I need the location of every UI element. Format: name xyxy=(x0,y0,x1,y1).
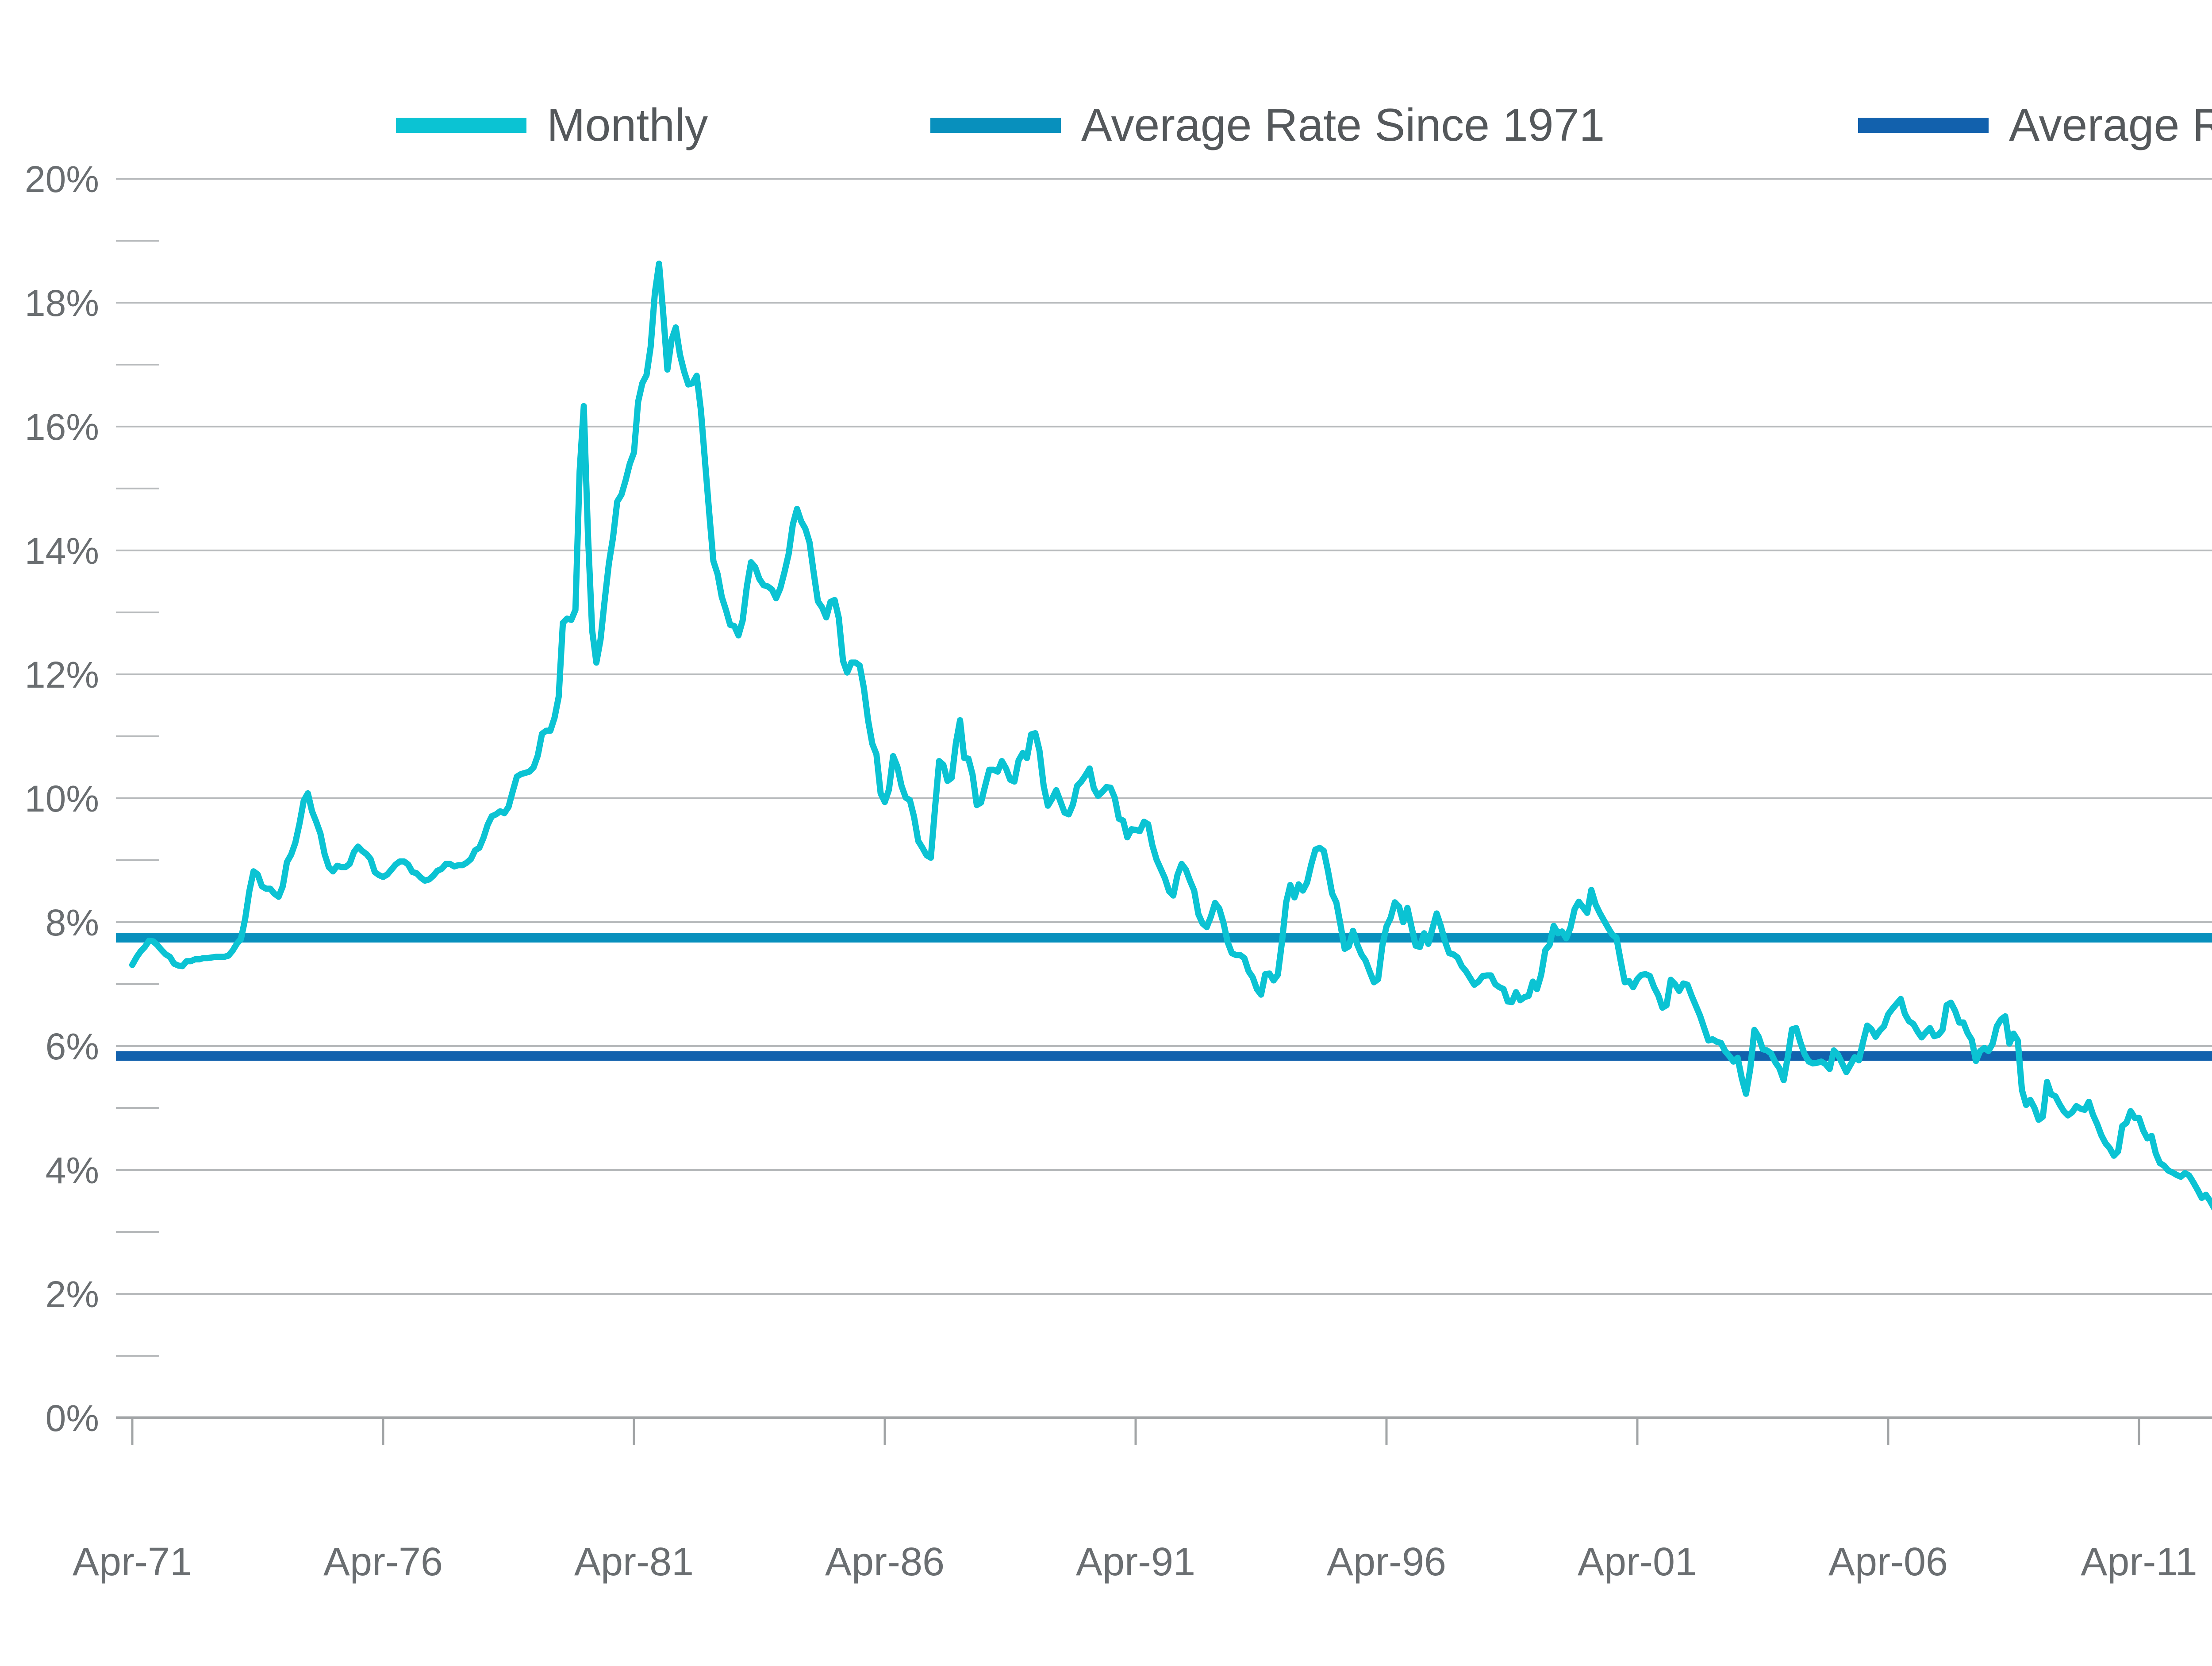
x-tick-label: Apr-06 xyxy=(1828,1540,1948,1584)
y-tick-label: 14% xyxy=(25,530,99,572)
y-tick-label: 8% xyxy=(46,902,99,943)
legend-item-monthly: Monthly xyxy=(396,96,708,155)
x-tick-label: Apr-76 xyxy=(323,1540,443,1584)
legend-label-monthly: Monthly xyxy=(547,100,708,151)
y-tick-label: 0% xyxy=(46,1397,99,1439)
legend-item-average-since-1991: Average Rate Since 1991 xyxy=(1858,96,2212,155)
legend-label-average-since-1991: Average Rate Since 1991 xyxy=(2009,100,2212,151)
legend-swatch-average-since-1971 xyxy=(930,118,1061,133)
x-tick-label: Apr-91 xyxy=(1076,1540,1195,1584)
x-tick-label: Apr-96 xyxy=(1327,1540,1446,1584)
legend: Monthly Average Rate Since 1971 Average … xyxy=(0,0,2212,186)
x-tick-label: Apr-11 xyxy=(2081,1540,2197,1584)
monthly-line xyxy=(129,260,2212,1211)
legend-label-average-since-1971: Average Rate Since 1971 xyxy=(1081,100,1605,151)
y-tick-label: 16% xyxy=(25,406,99,448)
y-tick-label: 20% xyxy=(25,158,99,200)
x-tick-label: Apr-01 xyxy=(1578,1540,1697,1584)
y-tick-label: 18% xyxy=(25,282,99,324)
y-tick-label: 12% xyxy=(25,654,99,696)
y-tick-label: 2% xyxy=(46,1274,99,1315)
legend-swatch-average-since-1991 xyxy=(1858,118,1989,133)
x-tick-label: Apr-81 xyxy=(574,1540,694,1584)
y-tick-label: 6% xyxy=(46,1026,99,1067)
legend-swatch-monthly xyxy=(396,118,526,133)
x-tick-label: Apr-86 xyxy=(825,1540,945,1584)
y-tick-label: 4% xyxy=(46,1150,99,1191)
x-tick-label: Apr-71 xyxy=(73,1540,192,1584)
y-tick-label: 10% xyxy=(25,778,99,820)
legend-item-average-since-1971: Average Rate Since 1971 xyxy=(930,96,1605,155)
